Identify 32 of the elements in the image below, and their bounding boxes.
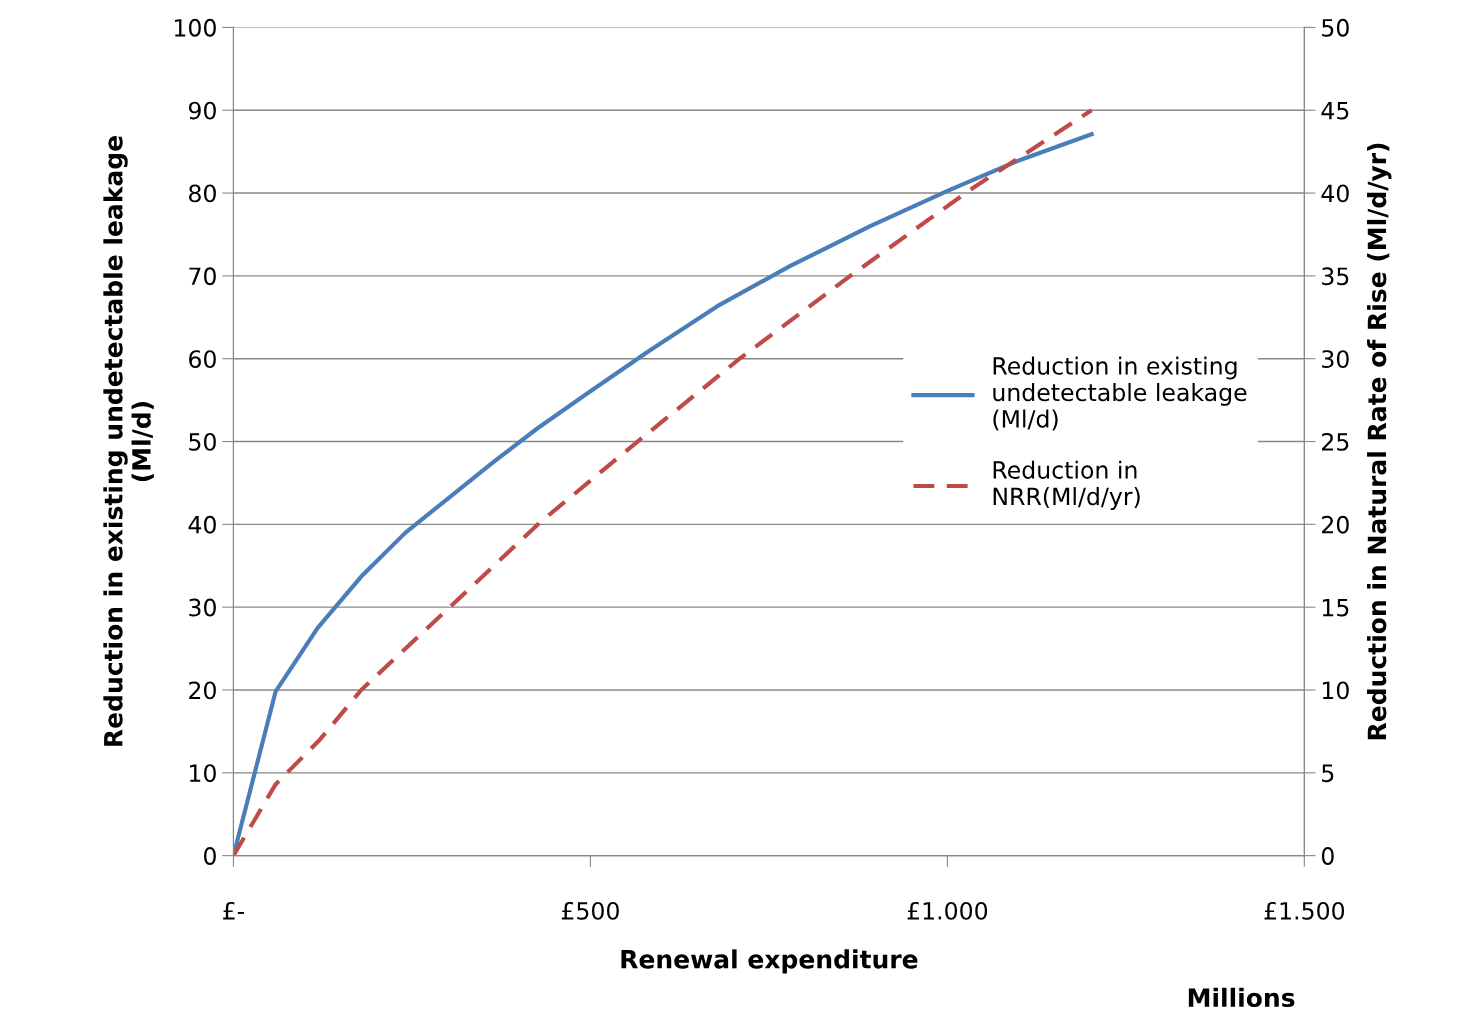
y2-tick-label: 10 [1322,681,1349,700]
y-tick-label: 50 [189,432,216,451]
y-tick-label: 0 [204,847,216,865]
y-tick-label: 70 [189,267,216,286]
y2-tick-label: 40 [1321,184,1349,203]
x-tick-label: £1.500 [1264,901,1345,920]
legend-label: Reduction in existing undetectable leakage (Ml/d) [993,356,1247,431]
y2-tick-label: 30 [1322,350,1349,369]
x-tick-label: £1.000 [907,901,988,920]
y2-axis-title: Reduction in Natural Rate of Rise (Ml/d/yr) [1367,143,1392,740]
y-tick-label: 90 [188,101,216,120]
legend-label: Reduction in NRR(Ml/d/yr) [993,460,1140,510]
y-tick-label: 100 [174,18,216,37]
y-tick-label: 20 [189,681,216,700]
y2-tick-label: 25 [1322,432,1349,451]
text: Millions [1188,987,1295,1008]
y2-tick-label: 0 [1321,847,1334,865]
y-axis-title: Reduction in existing undetectable leakage (Ml/d) [103,136,154,746]
y-tick-label: 60 [189,350,216,369]
y-tick-label: 40 [188,515,216,534]
y-tick-label: 30 [189,598,216,617]
x-tick-label: £500 [561,901,619,920]
y-tick-label: 10 [190,764,216,783]
y2-tick-label: 45 [1321,101,1349,120]
y2-tick-label: 15 [1322,598,1349,617]
y2-tick-label: 35 [1322,267,1349,286]
y-tick-label: 80 [189,184,216,203]
x-axis-title: Renewal expenditure [621,949,918,974]
y2-tick-label: 50 [1322,18,1349,37]
y2-tick-label: 20 [1322,515,1349,534]
x-tick-label: £- [223,901,245,920]
y2-tick-label: 5 [1322,764,1334,783]
